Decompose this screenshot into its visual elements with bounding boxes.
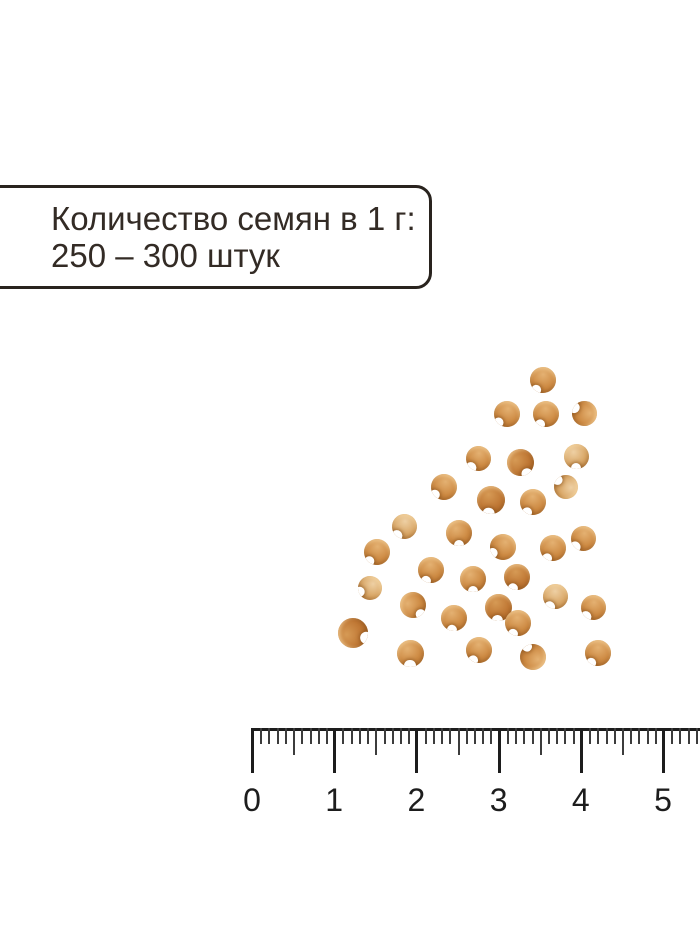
seed bbox=[333, 613, 373, 653]
ruler-tick bbox=[408, 728, 411, 744]
ruler-tick bbox=[383, 728, 386, 744]
ruler-label: 5 bbox=[654, 782, 672, 818]
ruler-tick bbox=[465, 728, 468, 744]
ruler-tick bbox=[375, 728, 378, 755]
seed bbox=[425, 468, 463, 506]
ruler-tick bbox=[556, 728, 559, 744]
ruler-tick bbox=[482, 728, 485, 744]
ruler-tick bbox=[309, 728, 312, 744]
seed bbox=[535, 530, 571, 566]
seed-count-info-box: Количество семян в 1 г: 250 – 300 штук bbox=[0, 185, 432, 289]
ruler-tick bbox=[662, 728, 665, 773]
ruler-tick bbox=[613, 728, 616, 744]
ruler-tick bbox=[523, 728, 526, 744]
seed bbox=[537, 578, 573, 614]
seed bbox=[563, 443, 589, 469]
ruler-tick bbox=[251, 728, 254, 773]
ruler-tick bbox=[326, 728, 328, 744]
ruler-tick bbox=[333, 728, 337, 773]
seed bbox=[524, 361, 562, 399]
seed bbox=[413, 552, 449, 588]
ruler-tick bbox=[564, 728, 567, 744]
seed bbox=[579, 634, 617, 672]
seed bbox=[358, 533, 396, 571]
ruler-label: 3 bbox=[489, 782, 508, 818]
ruler-tick bbox=[342, 728, 345, 744]
ruler-tick bbox=[367, 728, 370, 744]
ruler-tick bbox=[630, 728, 633, 744]
seed bbox=[474, 483, 508, 517]
seed bbox=[488, 395, 526, 433]
ruler-label: 0 bbox=[243, 782, 261, 818]
ruler-tick bbox=[400, 728, 402, 744]
ruler-tick bbox=[391, 728, 394, 744]
ruler-tick bbox=[317, 728, 320, 744]
seed bbox=[461, 632, 497, 668]
ruler-label: 4 bbox=[571, 782, 590, 818]
seed bbox=[566, 395, 602, 431]
ruler-tick bbox=[284, 728, 287, 744]
ruler-tick bbox=[531, 728, 534, 744]
ruler-tick bbox=[654, 728, 657, 744]
seed bbox=[386, 508, 422, 544]
ruler-tick bbox=[457, 728, 460, 755]
ruler-tick bbox=[605, 728, 608, 744]
seed bbox=[500, 560, 534, 594]
ruler-tick bbox=[449, 728, 452, 744]
ruler-tick bbox=[415, 728, 419, 773]
seed bbox=[446, 520, 472, 546]
ruler-tick bbox=[441, 728, 444, 744]
ruler-tick bbox=[260, 728, 263, 744]
ruler-tick bbox=[358, 728, 361, 744]
seed bbox=[501, 443, 539, 481]
ruler-tick bbox=[589, 728, 591, 744]
seed bbox=[575, 589, 611, 625]
ruler-tick bbox=[424, 728, 427, 744]
ruler-tick bbox=[268, 728, 271, 744]
ruler-tick bbox=[350, 728, 353, 744]
ruler-tick bbox=[293, 728, 296, 755]
ruler-tick bbox=[497, 728, 501, 773]
seed bbox=[396, 639, 424, 667]
seed bbox=[354, 572, 386, 604]
info-line-2: 250 – 300 штук bbox=[51, 237, 280, 274]
seed bbox=[515, 484, 551, 520]
ruler-tick bbox=[671, 728, 674, 744]
ruler-tick bbox=[276, 728, 279, 744]
seed bbox=[485, 529, 521, 565]
seed bbox=[460, 566, 486, 592]
ruler-tick bbox=[432, 728, 435, 744]
ruler-tick bbox=[638, 728, 641, 744]
ruler-tick bbox=[515, 728, 517, 744]
ruler-label: 2 bbox=[407, 782, 426, 818]
ruler: 0 1 2 3 4 5 bbox=[243, 728, 700, 828]
info-line-1: Количество семян в 1 г: bbox=[51, 200, 416, 237]
ruler-tick bbox=[687, 728, 690, 744]
seed bbox=[438, 602, 470, 634]
ruler-tick bbox=[597, 728, 600, 744]
ruler-label: 1 bbox=[325, 782, 344, 818]
ruler-tick bbox=[621, 728, 624, 755]
ruler-tick bbox=[646, 728, 649, 744]
seed bbox=[515, 639, 551, 675]
ruler-tick bbox=[579, 728, 583, 773]
seed bbox=[565, 520, 601, 556]
ruler-tick bbox=[547, 728, 550, 744]
seed bbox=[394, 586, 432, 624]
ruler-tick bbox=[490, 728, 493, 744]
ruler-tick bbox=[506, 728, 509, 744]
ruler-tick bbox=[572, 728, 575, 744]
seed bbox=[528, 396, 564, 432]
ruler-tick bbox=[301, 728, 304, 744]
ruler-tick bbox=[473, 728, 476, 744]
seed bbox=[460, 440, 496, 476]
ruler-tick bbox=[679, 728, 682, 744]
ruler-tick bbox=[539, 728, 542, 755]
ruler-baseline bbox=[252, 728, 700, 731]
seed bbox=[549, 470, 583, 504]
ruler-tick bbox=[695, 728, 698, 744]
